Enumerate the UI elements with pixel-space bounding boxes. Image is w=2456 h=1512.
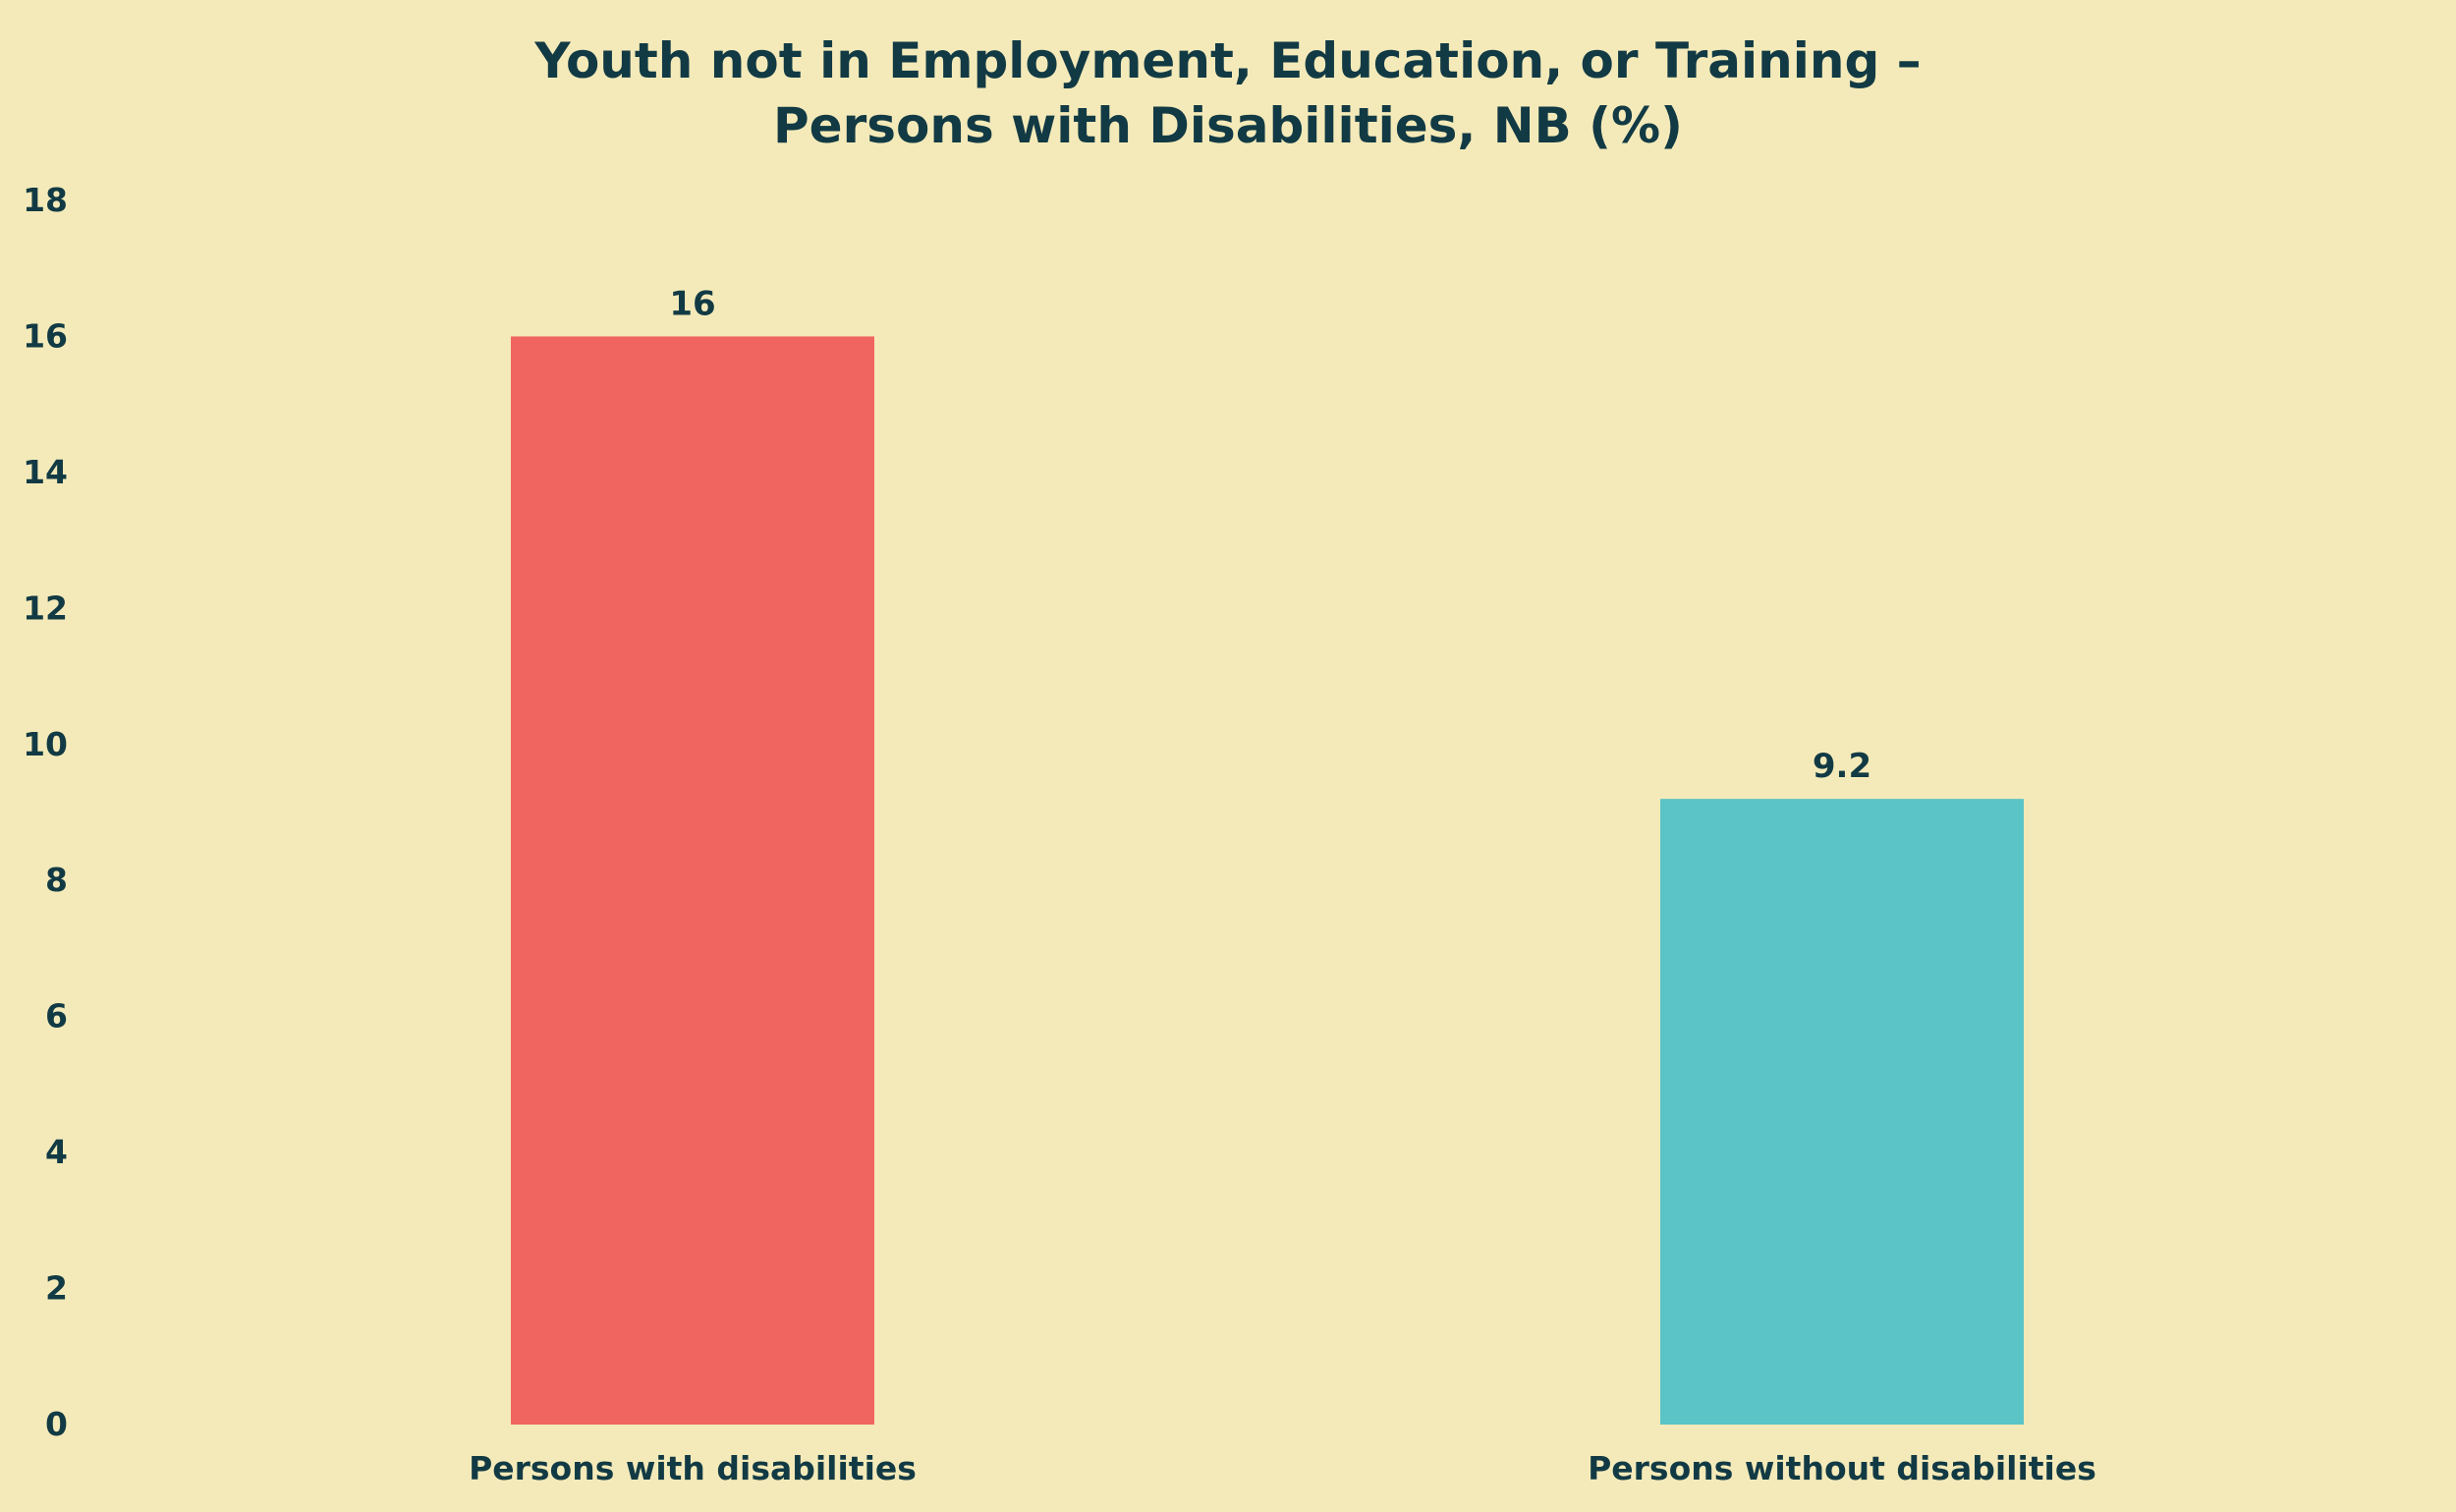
y-tick-label: 8	[45, 861, 68, 899]
bar	[1660, 799, 2024, 1425]
y-tick-label: 6	[45, 997, 68, 1036]
value-labels-group: 169.2	[669, 284, 1871, 786]
bar-value-label: 16	[669, 284, 715, 323]
x-category-label: Persons with disabilities	[469, 1449, 917, 1487]
bar	[511, 336, 874, 1425]
y-tick-label: 4	[45, 1133, 68, 1171]
y-tick-label: 10	[23, 725, 68, 763]
y-tick-label: 16	[23, 316, 68, 355]
bar-value-label: 9.2	[1813, 747, 1871, 786]
chart-title: Youth not in Employment, Education, or T…	[533, 32, 1921, 89]
y-tick-label: 0	[45, 1405, 68, 1443]
y-tick-label: 2	[45, 1269, 68, 1308]
y-axis-ticks: 0 2 4 6 8 10 12 14 16 18	[23, 181, 68, 1443]
y-tick-label: 14	[23, 453, 68, 491]
x-axis-category-labels: Persons with disabilities Persons without…	[469, 1449, 2096, 1487]
chart-subtitle: Persons with Disabilities, NB (%)	[773, 97, 1683, 154]
y-tick-label: 12	[23, 588, 68, 627]
y-tick-label: 18	[23, 181, 68, 219]
x-category-label: Persons without disabilities	[1588, 1449, 2096, 1487]
bars-group	[511, 336, 2024, 1425]
